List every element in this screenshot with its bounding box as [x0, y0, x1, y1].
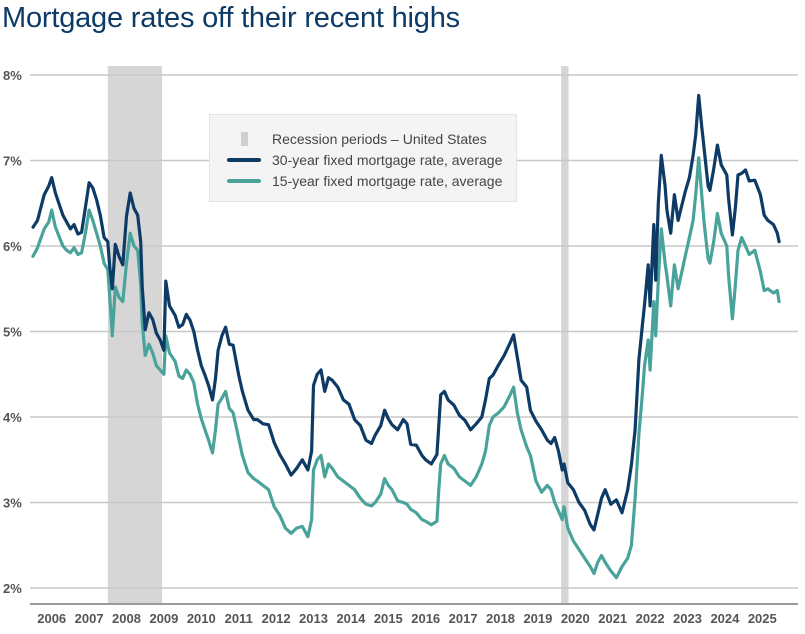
- legend-label: 30-year fixed mortgage rate, average: [272, 152, 503, 168]
- recession-bands: [107, 66, 569, 604]
- line-swatch-icon: [227, 179, 261, 183]
- y-axis-ticks: 2% 3% 4% 5% 6% 7% 8%: [3, 68, 22, 596]
- legend-label: Recession periods – United States: [272, 131, 487, 147]
- y-tick-label: 6%: [3, 239, 22, 254]
- x-tick-label: 2010: [187, 611, 216, 626]
- x-tick-label: 2014: [336, 611, 366, 626]
- x-tick-label: 2008: [112, 611, 141, 626]
- x-tick-label: 2006: [37, 611, 66, 626]
- x-axis-ticks: 2006 2007 2008 2009 2010 2011 2012 2013 2014 2015…: [37, 611, 777, 626]
- series-30-year-line: [31, 93, 781, 532]
- y-tick-label: 8%: [3, 68, 22, 83]
- recession-band: [561, 66, 569, 604]
- legend-label: 15-year fixed mortgage rate, average: [272, 173, 503, 189]
- x-tick-label: 2017: [449, 611, 478, 626]
- y-tick-label: 7%: [3, 154, 22, 169]
- x-tick-label: 2019: [523, 611, 552, 626]
- x-tick-label: 2018: [486, 611, 515, 626]
- x-tick-label: 2011: [225, 611, 253, 626]
- y-tick-label: 2%: [3, 581, 22, 596]
- x-tick-label: 2025: [748, 611, 777, 626]
- x-tick-label: 2020: [561, 611, 590, 626]
- recession-swatch-icon: [241, 132, 248, 146]
- x-tick-label: 2012: [262, 611, 291, 626]
- x-tick-label: 2015: [374, 611, 403, 626]
- chart-title: Mortgage rates off their recent highs: [2, 2, 460, 34]
- recession-band: [107, 66, 163, 604]
- y-tick-label: 5%: [3, 325, 22, 340]
- x-tick-label: 2007: [75, 611, 104, 626]
- line-swatch-icon: [227, 158, 261, 162]
- series-15-year-line: [31, 156, 781, 580]
- x-tick-label: 2024: [710, 611, 740, 626]
- x-tick-label: 2013: [299, 611, 328, 626]
- legend: Recession periods – United States 30-yea…: [209, 114, 517, 202]
- x-tick-label: 2016: [411, 611, 440, 626]
- x-tick-label: 2022: [636, 611, 665, 626]
- series-lines: [31, 93, 781, 580]
- y-tick-label: 3%: [3, 496, 22, 511]
- y-tick-label: 4%: [3, 410, 22, 425]
- x-tick-label: 2021: [598, 611, 627, 626]
- x-tick-label: 2023: [673, 611, 702, 626]
- x-tick-label: 2009: [149, 611, 178, 626]
